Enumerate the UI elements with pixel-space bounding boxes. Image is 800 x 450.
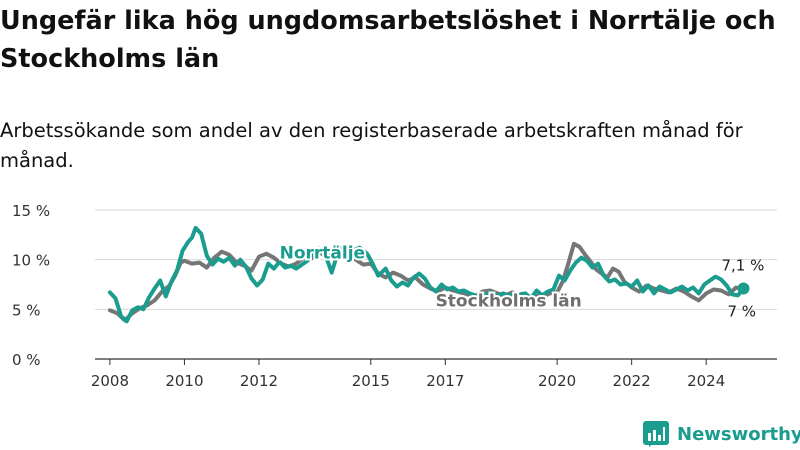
line-chart: 0 % 5 % 10 % 15 % 2008 2010 2012 2015 2017 2020 20… (12, 202, 777, 390)
y-tick-label: 5 % (12, 301, 41, 319)
y-tick-label: 15 % (12, 202, 50, 220)
bar-chart-icon (643, 421, 669, 447)
series-label-norrt-lje: Norrtälje (280, 244, 365, 264)
x-tick-label: 2015 (352, 372, 390, 390)
x-tick-label: 2022 (613, 372, 651, 390)
newsworthy-brand: Newsworthy (643, 420, 800, 448)
series-line-norrt-lje (107, 225, 746, 324)
x-tick-label: 2020 (538, 372, 576, 390)
x-tick-label: 2008 (91, 372, 129, 390)
series-lines (107, 225, 750, 324)
x-tick-label: 2012 (240, 372, 278, 390)
y-tick-label: 10 % (12, 252, 50, 270)
endpoint-marker (737, 282, 750, 295)
brand-name: Newsworthy (677, 423, 800, 445)
x-tick-label: 2017 (426, 372, 464, 390)
chart-labels: 0 % 5 % 10 % 15 % 2008 2010 2012 2015 2017 2020 20… (12, 202, 764, 390)
series-label-stockholms-l-n: Stockholms län (436, 291, 582, 311)
chart-subtitle: Arbetssökande som andel av den registerb… (0, 119, 743, 172)
stockholm-end-label: 7 % (727, 302, 756, 320)
x-tick-label: 2010 (165, 372, 203, 390)
norrtalje-end-label: 7,1 % (721, 256, 764, 274)
x-tick-label: 2024 (687, 372, 725, 390)
chart-title: Ungefär lika hög ungdomsarbetslöshet i N… (0, 6, 776, 74)
y-tick-label: 0 % (12, 351, 41, 369)
